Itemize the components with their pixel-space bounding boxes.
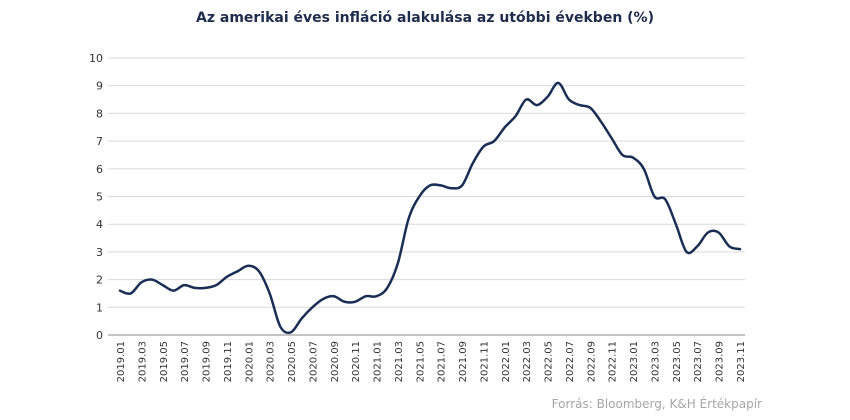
y-tick-label: 6	[96, 163, 103, 176]
x-tick-label: 2019.11	[223, 341, 234, 382]
y-tick-label: 3	[96, 246, 103, 259]
x-tick-label: 2022.07	[565, 341, 576, 382]
x-tick-label: 2023.07	[693, 341, 704, 382]
x-tick-label: 2020.01	[244, 341, 255, 382]
y-tick-label: 8	[96, 107, 103, 120]
x-tick-label: 2023.05	[672, 341, 683, 382]
y-tick-label: 9	[96, 80, 103, 93]
y-tick-label: 7	[96, 135, 103, 148]
y-tick-label: 5	[96, 191, 103, 204]
y-tick-label: 10	[89, 52, 103, 65]
source-note: Forrás: Bloomberg, K&H Értékpapír	[551, 397, 762, 411]
x-tick-label: 2020.09	[330, 341, 341, 382]
y-tick-label: 0	[96, 329, 103, 342]
x-tick-label: 2019.01	[116, 341, 127, 382]
x-tick-label: 2020.07	[308, 341, 319, 382]
x-tick-label: 2022.11	[608, 341, 619, 382]
inflation-series-line	[118, 81, 742, 335]
x-tick-label: 2020.11	[351, 341, 362, 382]
x-tick-label: 2020.05	[287, 341, 298, 382]
x-tick-label: 2023.11	[736, 341, 747, 382]
x-tick-label: 2023.01	[629, 341, 640, 382]
x-tick-label: 2020.03	[266, 341, 277, 382]
grid-lines	[108, 57, 745, 308]
x-tick-label: 2021.03	[394, 341, 405, 382]
x-tick-label: 2019.07	[180, 341, 191, 382]
x-tick-label: 2021.11	[479, 341, 490, 382]
x-tick-label: 2019.09	[202, 341, 213, 382]
x-tick-label: 2023.03	[650, 341, 661, 382]
x-tick-label: 2023.09	[715, 341, 726, 382]
x-tick-label: 2022.09	[586, 341, 597, 382]
chart-title: Az amerikai éves infláció alakulása az u…	[196, 10, 654, 26]
y-tick-label: 4	[96, 218, 103, 231]
y-tick-label: 2	[96, 274, 103, 287]
x-tick-label: 2022.03	[522, 341, 533, 382]
x-tick-label: 2019.05	[159, 341, 170, 382]
x-axis-ticks: 2019.01 2019.03 2019.05 2019.07 2019.09 2019.…	[116, 341, 747, 382]
y-axis-ticks: 0 1 2 3 4 5 6 7 8 9 10	[89, 52, 103, 342]
y-tick-label: 1	[96, 301, 103, 314]
x-tick-label: 2021.09	[458, 341, 469, 382]
x-tick-label: 2022.01	[501, 341, 512, 382]
x-tick-label: 2021.07	[437, 341, 448, 382]
x-tick-label: 2021.05	[415, 341, 426, 382]
x-tick-label: 2022.05	[544, 341, 555, 382]
x-tick-label: 2021.01	[373, 341, 384, 382]
x-tick-label: 2019.03	[137, 341, 148, 382]
